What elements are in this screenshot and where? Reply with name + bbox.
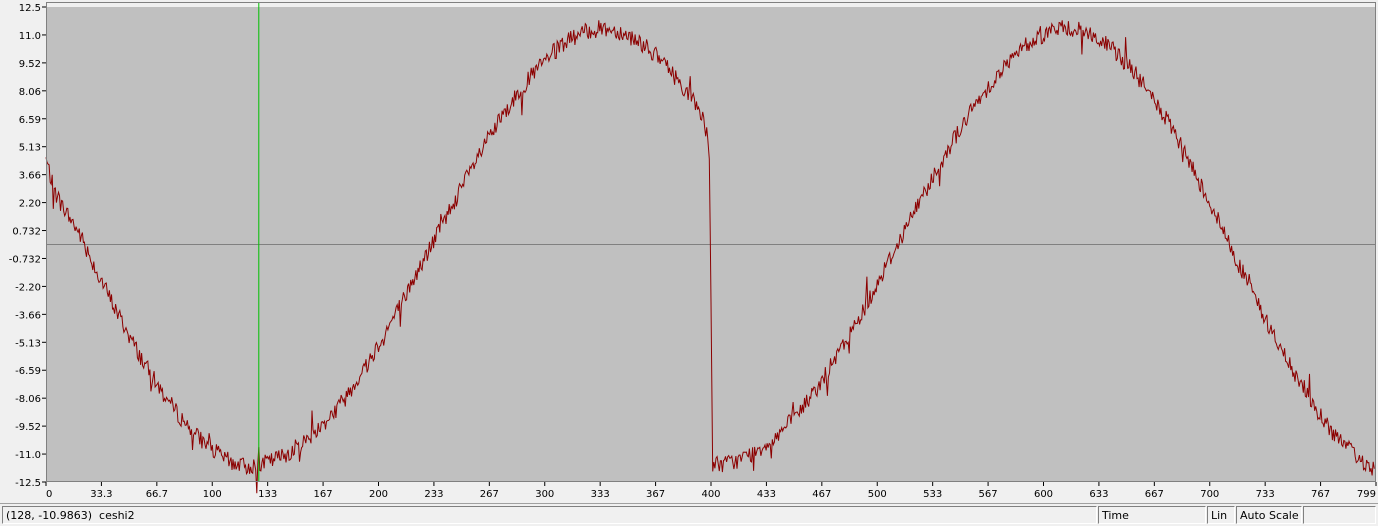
x-tick-label: 533: [923, 489, 942, 500]
y-tick-label: -11.0: [15, 450, 41, 461]
x-tick-label: 367: [646, 489, 665, 500]
axis-mode: Time: [1102, 509, 1129, 522]
cursor-readout-cell: (128, -10.9863) ceshi2: [2, 506, 1097, 524]
scale-type: Lin: [1211, 509, 1228, 522]
x-tick-label: 799: [1357, 489, 1376, 500]
x-axis: 0 33.3 66.7 100 133 167 200 233 267 300 333 367 400 4…: [45, 482, 1377, 500]
y-tick-label: -0.732: [9, 254, 41, 265]
y-tick-label: 12.5: [19, 3, 41, 14]
y-tick-label: 8.06: [19, 87, 41, 98]
x-tick-label: 767: [1311, 489, 1330, 500]
x-tick-label: 633: [1089, 489, 1108, 500]
x-tick-label: 733: [1256, 489, 1275, 500]
x-tick-label: 500: [868, 489, 887, 500]
y-tick-label: -5.13: [15, 338, 41, 349]
y-tick-label: -2.20: [15, 282, 41, 293]
y-tick-label: -3.66: [15, 310, 41, 321]
x-tick-label: 66.7: [146, 489, 168, 500]
y-tick-label: 0.732: [12, 227, 41, 238]
status-bar: (128, -10.9863) ceshi2 Time Lin Auto Sca…: [0, 503, 1378, 526]
x-tick-label: 167: [314, 489, 333, 500]
y-tick-label: 3.66: [19, 171, 41, 182]
y-tick-label: -8.06: [15, 394, 41, 405]
plot-area[interactable]: 12.5 11.0 9.52 8.06 6.59 5.13 3.66 2.20 0.732 -0.…: [0, 0, 1378, 503]
y-tick-label: -12.5: [15, 478, 41, 489]
x-tick-label: 0: [46, 489, 52, 500]
x-tick-label: 33.3: [90, 489, 112, 500]
line-chart[interactable]: 12.5 11.0 9.52 8.06 6.59 5.13 3.66 2.20 0.732 -0.…: [0, 0, 1378, 503]
y-tick-label: 11.0: [19, 31, 41, 42]
y-tick-label: -9.52: [15, 422, 41, 433]
x-tick-label: 400: [701, 489, 720, 500]
signal-name: ceshi2: [99, 509, 135, 522]
x-tick-label: 600: [1034, 489, 1053, 500]
x-tick-label: 567: [979, 489, 998, 500]
x-tick-label: 333: [591, 489, 610, 500]
x-tick-label: 467: [812, 489, 831, 500]
y-tick-label: 6.59: [19, 115, 41, 126]
y-tick-label: 5.13: [19, 143, 41, 154]
x-tick-label: 100: [203, 489, 222, 500]
axis-mode-cell[interactable]: Time: [1098, 506, 1206, 524]
series-line: [45, 20, 1375, 494]
x-tick-label: 700: [1200, 489, 1219, 500]
x-tick-label: 233: [424, 489, 443, 500]
x-tick-label: 267: [480, 489, 499, 500]
x-tick-label: 200: [369, 489, 388, 500]
scale-mode-cell[interactable]: Auto Scale: [1236, 506, 1302, 524]
y-axis: 12.5 11.0 9.52 8.06 6.59 5.13 3.66 2.20 0.732 -0.…: [9, 3, 46, 489]
scale-mode: Auto Scale: [1240, 509, 1299, 522]
y-tick-label: 2.20: [19, 199, 41, 210]
y-tick-label: 9.52: [19, 59, 41, 70]
scale-type-cell[interactable]: Lin: [1207, 506, 1235, 524]
x-tick-label: 300: [535, 489, 554, 500]
empty-status-cell: [1303, 506, 1376, 524]
plot-frame: [46, 2, 1376, 482]
y-tick-label: -6.59: [15, 366, 41, 377]
x-tick-label: 433: [757, 489, 776, 500]
x-tick-label: 667: [1145, 489, 1164, 500]
cursor-readout: (128, -10.9863): [6, 509, 93, 522]
x-tick-label: 133: [258, 489, 277, 500]
